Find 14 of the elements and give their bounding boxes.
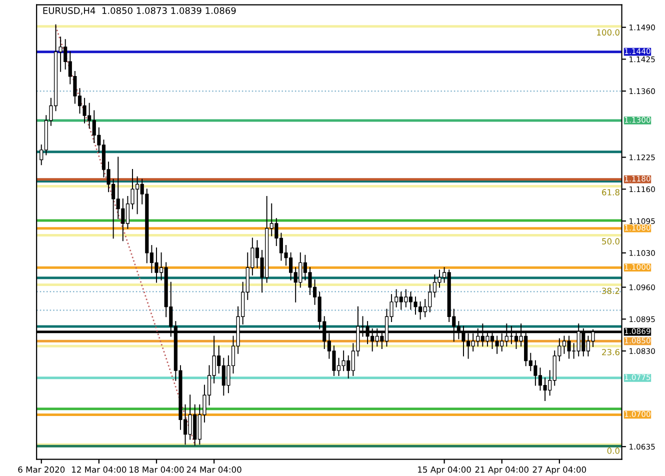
- annotation: 0.0: [607, 448, 620, 454]
- x-tick-label: 21 Apr 04:00: [475, 466, 528, 474]
- x-tick-label: 6 Mar 2020: [18, 466, 65, 473]
- annotation: 38.2: [602, 288, 620, 294]
- x-tick-label: 15 Apr 04:00: [418, 466, 471, 474]
- annotation: 50.0: [602, 238, 620, 244]
- annotation: 61.8: [602, 189, 620, 196]
- annotation: 100.0: [597, 29, 620, 36]
- x-tick-label: 12 Mar 04:00: [72, 466, 126, 473]
- chart-title: EURUSD,H4 1.0850 1.0873 1.0839 1.0869: [43, 7, 236, 15]
- x-tick-label: 27 Apr 04:00: [532, 466, 586, 474]
- annotation: 23.6: [602, 348, 620, 356]
- x-tick-label: 24 Mar 04:00: [186, 466, 242, 473]
- x-tick-label: 18 Mar 04:00: [130, 466, 184, 473]
